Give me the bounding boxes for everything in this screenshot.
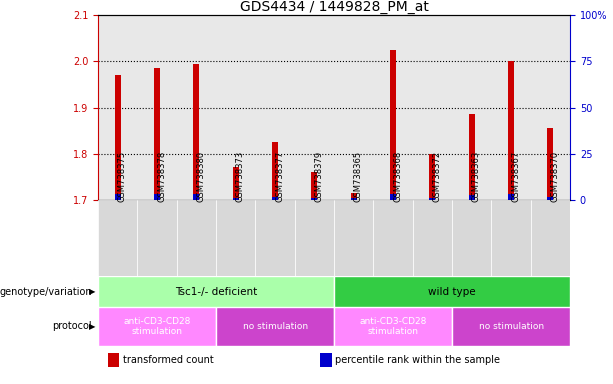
Bar [351, 198, 357, 200]
Bar [547, 197, 554, 200]
Bar [98, 307, 216, 346]
Text: wild type: wild type [428, 287, 476, 297]
Bar [154, 194, 160, 200]
Bar [216, 200, 256, 276]
Text: GSM738380: GSM738380 [196, 151, 205, 202]
Text: protocol: protocol [52, 321, 92, 331]
Bar [107, 353, 120, 367]
Bar [390, 50, 396, 200]
Bar [351, 193, 357, 200]
Text: GSM738379: GSM738379 [314, 151, 324, 202]
Bar [334, 276, 570, 307]
Bar [334, 200, 373, 276]
Bar [177, 200, 216, 276]
Bar [137, 200, 177, 276]
Text: Tsc1-/- deficient: Tsc1-/- deficient [175, 287, 257, 297]
Text: GSM738370: GSM738370 [550, 151, 560, 202]
Bar [311, 198, 318, 200]
Text: GSM738368: GSM738368 [393, 151, 402, 202]
Bar [154, 68, 160, 200]
Text: anti-CD3-CD28
stimulation: anti-CD3-CD28 stimulation [123, 317, 191, 336]
Bar [531, 200, 570, 276]
Text: no stimulation: no stimulation [243, 322, 308, 331]
Bar [216, 307, 334, 346]
Bar [390, 194, 396, 200]
Bar [469, 114, 474, 200]
Bar [492, 200, 531, 276]
Bar [98, 276, 334, 307]
Bar [547, 128, 554, 200]
Bar [115, 194, 121, 200]
Bar [233, 167, 238, 200]
Bar [334, 307, 452, 346]
Text: GSM738373: GSM738373 [236, 151, 245, 202]
Bar [373, 200, 413, 276]
Text: genotype/variation: genotype/variation [0, 287, 92, 297]
Bar [320, 353, 332, 367]
Text: GSM738377: GSM738377 [275, 151, 284, 202]
Bar [508, 61, 514, 200]
Text: ▶: ▶ [88, 322, 95, 331]
Bar [452, 307, 570, 346]
Text: percentile rank within the sample: percentile rank within the sample [335, 355, 500, 365]
Text: transformed count: transformed count [123, 355, 213, 365]
Title: GDS4434 / 1449828_PM_at: GDS4434 / 1449828_PM_at [240, 0, 428, 14]
Bar [430, 154, 435, 200]
Text: GSM738367: GSM738367 [511, 151, 520, 202]
Text: GSM738363: GSM738363 [472, 151, 481, 202]
Text: GSM738375: GSM738375 [118, 151, 127, 202]
Bar [452, 200, 492, 276]
Bar [413, 200, 452, 276]
Bar [194, 194, 199, 200]
Text: GSM738365: GSM738365 [354, 151, 363, 202]
Bar [115, 75, 121, 200]
Bar [295, 200, 334, 276]
Bar [233, 198, 238, 200]
Bar [194, 64, 199, 200]
Bar [272, 197, 278, 200]
Text: GSM738372: GSM738372 [432, 151, 441, 202]
Bar [256, 200, 295, 276]
Bar [469, 195, 474, 200]
Text: no stimulation: no stimulation [479, 322, 544, 331]
Bar [272, 142, 278, 200]
Bar [311, 172, 318, 200]
Bar [430, 198, 435, 200]
Text: GSM738378: GSM738378 [157, 151, 166, 202]
Bar [98, 200, 137, 276]
Text: ▶: ▶ [88, 287, 95, 296]
Bar [508, 194, 514, 200]
Text: anti-CD3-CD28
stimulation: anti-CD3-CD28 stimulation [359, 317, 427, 336]
